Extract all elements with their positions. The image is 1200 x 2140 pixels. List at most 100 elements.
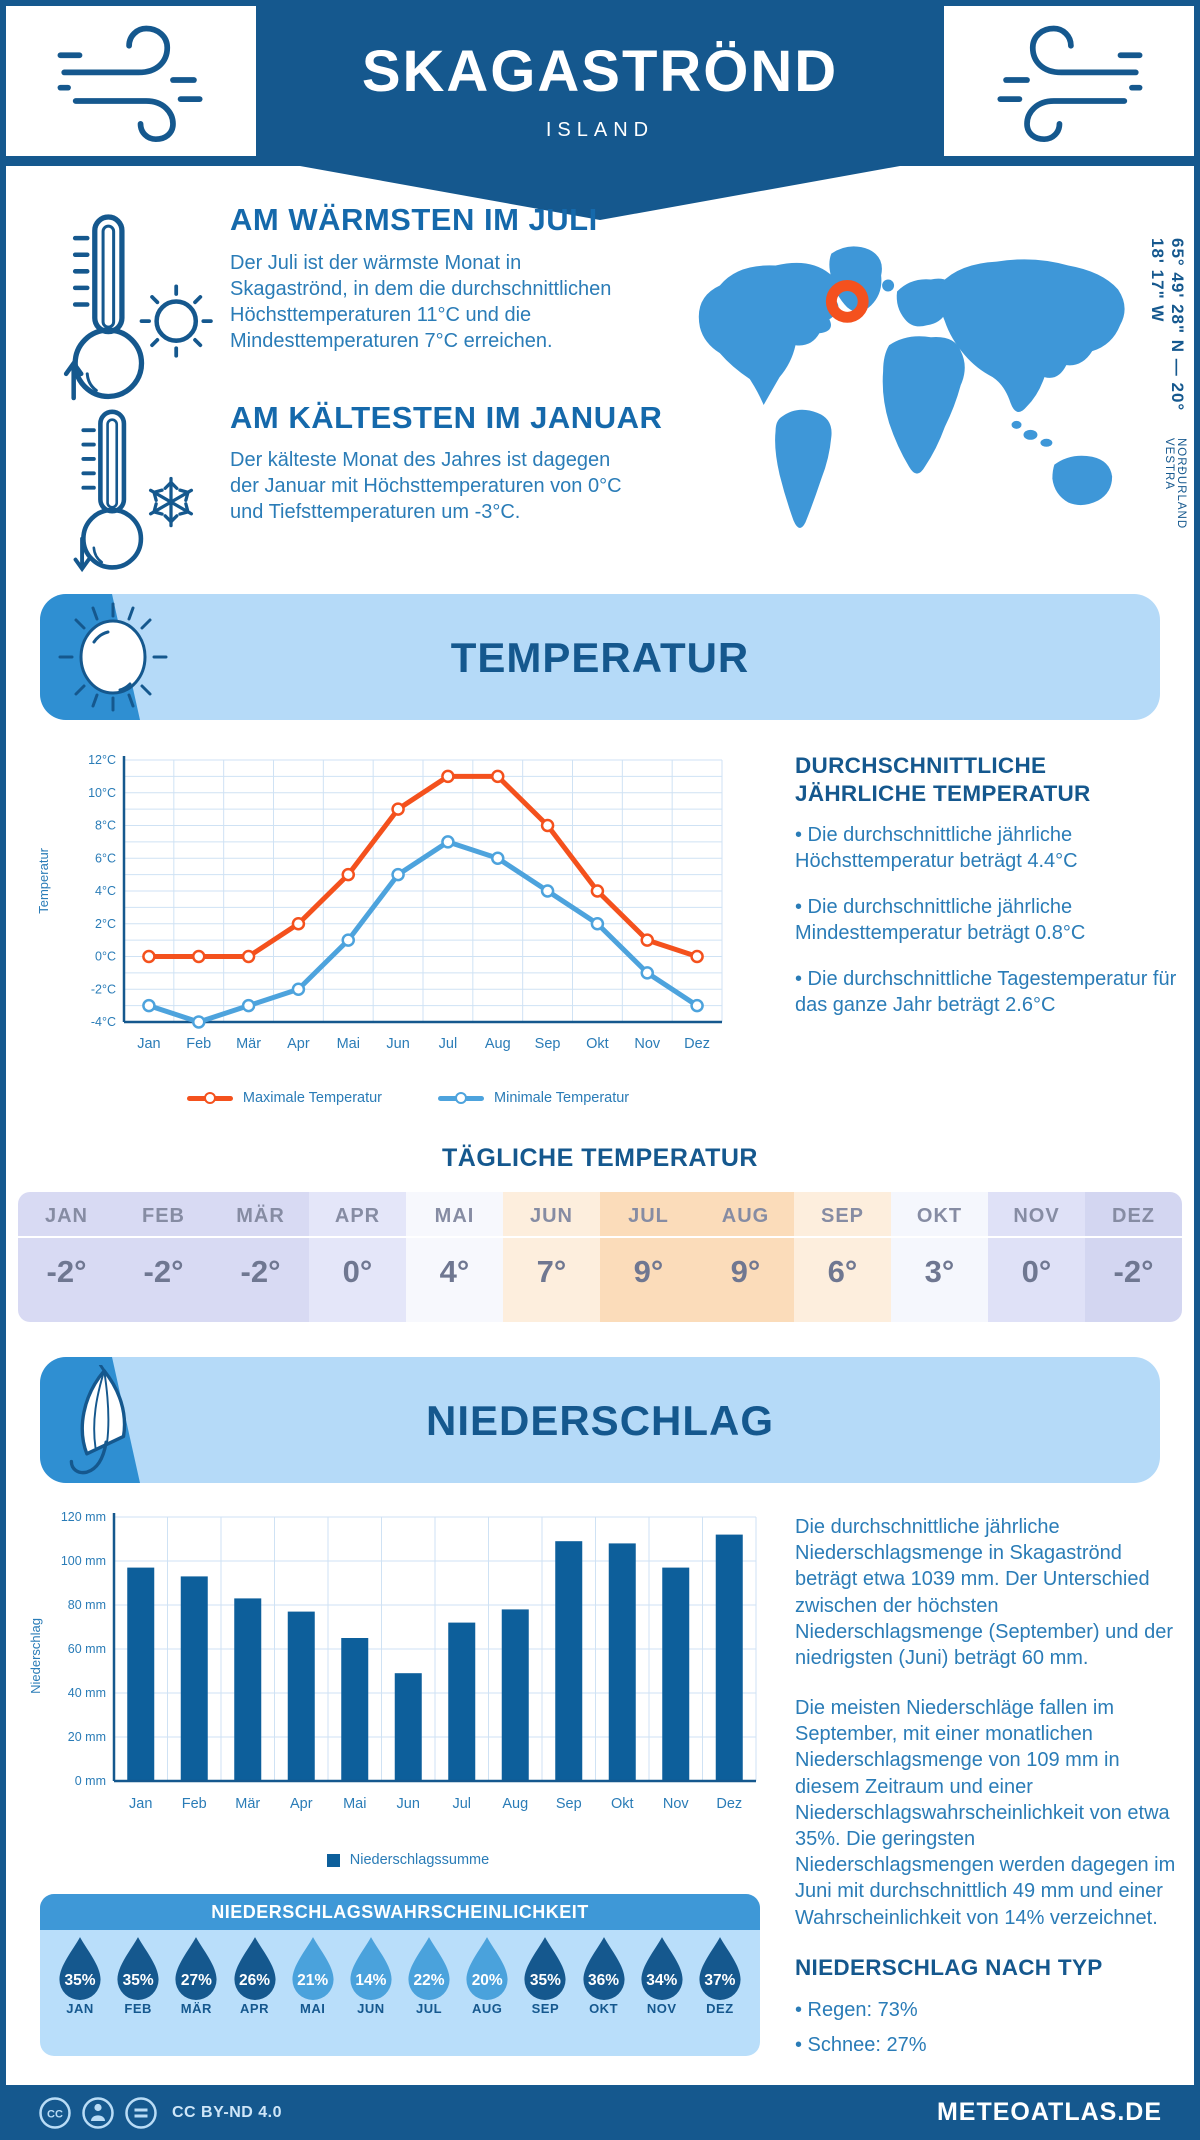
probability-month: JUL bbox=[416, 2001, 443, 2016]
raindrop-icon bbox=[292, 1937, 334, 2000]
daily-temp-value: -2° bbox=[46, 1254, 87, 1289]
probability-drop: 35% SEP bbox=[517, 1936, 573, 2016]
location-marker bbox=[825, 279, 869, 323]
daily-temp-cell: AUG 9° bbox=[697, 1192, 794, 1322]
raindrop-icon bbox=[699, 1937, 741, 2000]
probability-drop: 36% OKT bbox=[576, 1936, 632, 2016]
legend-item: Maximale Temperatur bbox=[186, 1090, 382, 1106]
precip-chart-ylabel: Niederschlag bbox=[28, 1618, 43, 1694]
svg-text:4°C: 4°C bbox=[95, 884, 116, 898]
daily-temp-month: JUN bbox=[503, 1192, 600, 1238]
probability-drop: 20% AUG bbox=[459, 1936, 515, 2016]
daily-temp-cell: OKT 3° bbox=[891, 1192, 988, 1322]
daily-temp-value: 3° bbox=[924, 1254, 955, 1289]
svg-text:120 mm: 120 mm bbox=[61, 1510, 106, 1524]
page-title: SKAGASTRÖND bbox=[361, 39, 839, 104]
daily-temp-value: -2° bbox=[1113, 1254, 1154, 1289]
svg-text:12°C: 12°C bbox=[88, 753, 116, 767]
coldest-month-text: Der kälteste Monat des Jahres ist dagege… bbox=[230, 449, 622, 523]
svg-text:20 mm: 20 mm bbox=[68, 1730, 106, 1744]
daily-temp-value: 0° bbox=[342, 1254, 373, 1289]
temperature-section-title: TEMPERATUR bbox=[450, 634, 750, 681]
daily-temp-month: NOV bbox=[988, 1192, 1085, 1238]
svg-text:Feb: Feb bbox=[182, 1796, 207, 1812]
person-icon bbox=[82, 2096, 114, 2129]
brand-label: METEOATLAS.DE bbox=[936, 2098, 1162, 2126]
probability-value: 20% bbox=[471, 1972, 503, 1989]
daily-temp-cell: NOV 0° bbox=[988, 1192, 1085, 1322]
temp-chart-ylabel: Temperatur bbox=[36, 848, 51, 914]
temp-chart-legend: Maximale Temperatur Minimale Temperatur bbox=[72, 1090, 744, 1106]
svg-text:2°C: 2°C bbox=[95, 917, 116, 931]
equals-icon bbox=[125, 2096, 157, 2129]
daily-temp-month: AUG bbox=[697, 1192, 794, 1238]
daily-temp-month: JAN bbox=[18, 1192, 115, 1238]
license-label: CC BY-ND 4.0 bbox=[172, 2103, 283, 2121]
page-subtitle: ISLAND bbox=[545, 119, 655, 141]
precip-paragraph-2: Die meisten Niederschläge fallen im Sept… bbox=[795, 1697, 1176, 1929]
daily-temp-value: 7° bbox=[536, 1254, 567, 1289]
daily-temp-month: APR bbox=[309, 1192, 406, 1238]
svg-text:Nov: Nov bbox=[663, 1796, 690, 1812]
svg-text:Nov: Nov bbox=[634, 1036, 661, 1052]
header-corner-right bbox=[944, 6, 1194, 156]
thermometer-warm-icon bbox=[63, 214, 213, 401]
svg-text:8°C: 8°C bbox=[95, 819, 116, 833]
legend-item: Niederschlagssumme bbox=[326, 1852, 490, 1868]
header-corner-left bbox=[6, 6, 256, 156]
probability-month: JAN bbox=[66, 2001, 94, 2016]
daily-temp-cell: APR 0° bbox=[309, 1192, 406, 1322]
footer: CC CC BY-ND 4.0 METEOATLAS.DE bbox=[0, 2085, 1200, 2140]
svg-text:Mai: Mai bbox=[343, 1796, 366, 1812]
svg-text:6°C: 6°C bbox=[95, 851, 116, 865]
svg-text:-4°C: -4°C bbox=[91, 1015, 116, 1029]
umbrella-icon bbox=[69, 1365, 127, 1475]
svg-text:Mär: Mär bbox=[236, 1036, 261, 1052]
svg-text:Apr: Apr bbox=[287, 1036, 310, 1052]
svg-text:Jan: Jan bbox=[137, 1036, 160, 1052]
probability-month: FEB bbox=[124, 2001, 152, 2016]
raindrop-icon bbox=[175, 1937, 217, 2000]
daily-temp-value: 9° bbox=[730, 1254, 761, 1289]
cc-license-icons: CC bbox=[38, 2096, 158, 2130]
svg-text:CC: CC bbox=[47, 2108, 63, 2120]
probability-drop: 27% MÄR bbox=[168, 1936, 224, 2016]
svg-text:Okt: Okt bbox=[586, 1036, 609, 1052]
daily-temp-value: -2° bbox=[143, 1254, 184, 1289]
daily-temp-cell: FEB -2° bbox=[115, 1192, 212, 1322]
probability-month: APR bbox=[240, 2001, 269, 2016]
probability-month: MÄR bbox=[180, 2001, 212, 2016]
raindrop-icon bbox=[408, 1937, 450, 2000]
region-text: NORÐURLAND VESTRA bbox=[1163, 437, 1187, 529]
svg-text:Aug: Aug bbox=[485, 1036, 511, 1052]
legend-square-swatch bbox=[326, 1853, 340, 1867]
precip-type-snow: • Schnee: 27% bbox=[795, 2034, 927, 2056]
probability-value: 35% bbox=[122, 1972, 154, 1989]
svg-text:Apr: Apr bbox=[290, 1796, 313, 1812]
precipitation-bar-chart: 0 mm 20 mm 40 mm 60 mm 80 mm 100 mm 120 mm Jan F… bbox=[61, 1510, 757, 1812]
svg-text:Aug: Aug bbox=[502, 1796, 528, 1812]
daily-temp-value: -2° bbox=[240, 1254, 281, 1289]
svg-text:Okt: Okt bbox=[611, 1796, 634, 1812]
daily-temp-cell: JAN -2° bbox=[18, 1192, 115, 1322]
legend-label: Niederschlagssumme bbox=[349, 1852, 490, 1868]
raindrop-icon bbox=[233, 1937, 276, 2000]
probability-month: JUN bbox=[357, 2001, 385, 2016]
probability-value: 37% bbox=[704, 1972, 736, 1989]
svg-text:-2°C: -2°C bbox=[91, 982, 116, 996]
probability-drop: 37% DEZ bbox=[692, 1936, 748, 2016]
daily-temp-value: 9° bbox=[633, 1254, 664, 1289]
svg-text:Jun: Jun bbox=[386, 1036, 409, 1052]
svg-text:Dez: Dez bbox=[716, 1796, 742, 1812]
probability-value: 26% bbox=[239, 1972, 271, 1989]
svg-text:Sep: Sep bbox=[556, 1796, 582, 1812]
daily-temp-value: 0° bbox=[1021, 1254, 1052, 1289]
svg-text:10°C: 10°C bbox=[88, 786, 116, 800]
probability-value: 27% bbox=[180, 1972, 212, 1989]
temperature-line-chart: -4°C -2°C 0°C 2°C 4°C 6°C 8°C 10°C 12°C Jan Feb Mär… bbox=[88, 753, 723, 1052]
daily-temp-month: DEZ bbox=[1085, 1192, 1182, 1238]
svg-text:Dez: Dez bbox=[684, 1036, 710, 1052]
svg-text:Jan: Jan bbox=[129, 1796, 152, 1812]
world-map bbox=[698, 246, 1125, 528]
probability-drop: 26% APR bbox=[227, 1936, 283, 2016]
